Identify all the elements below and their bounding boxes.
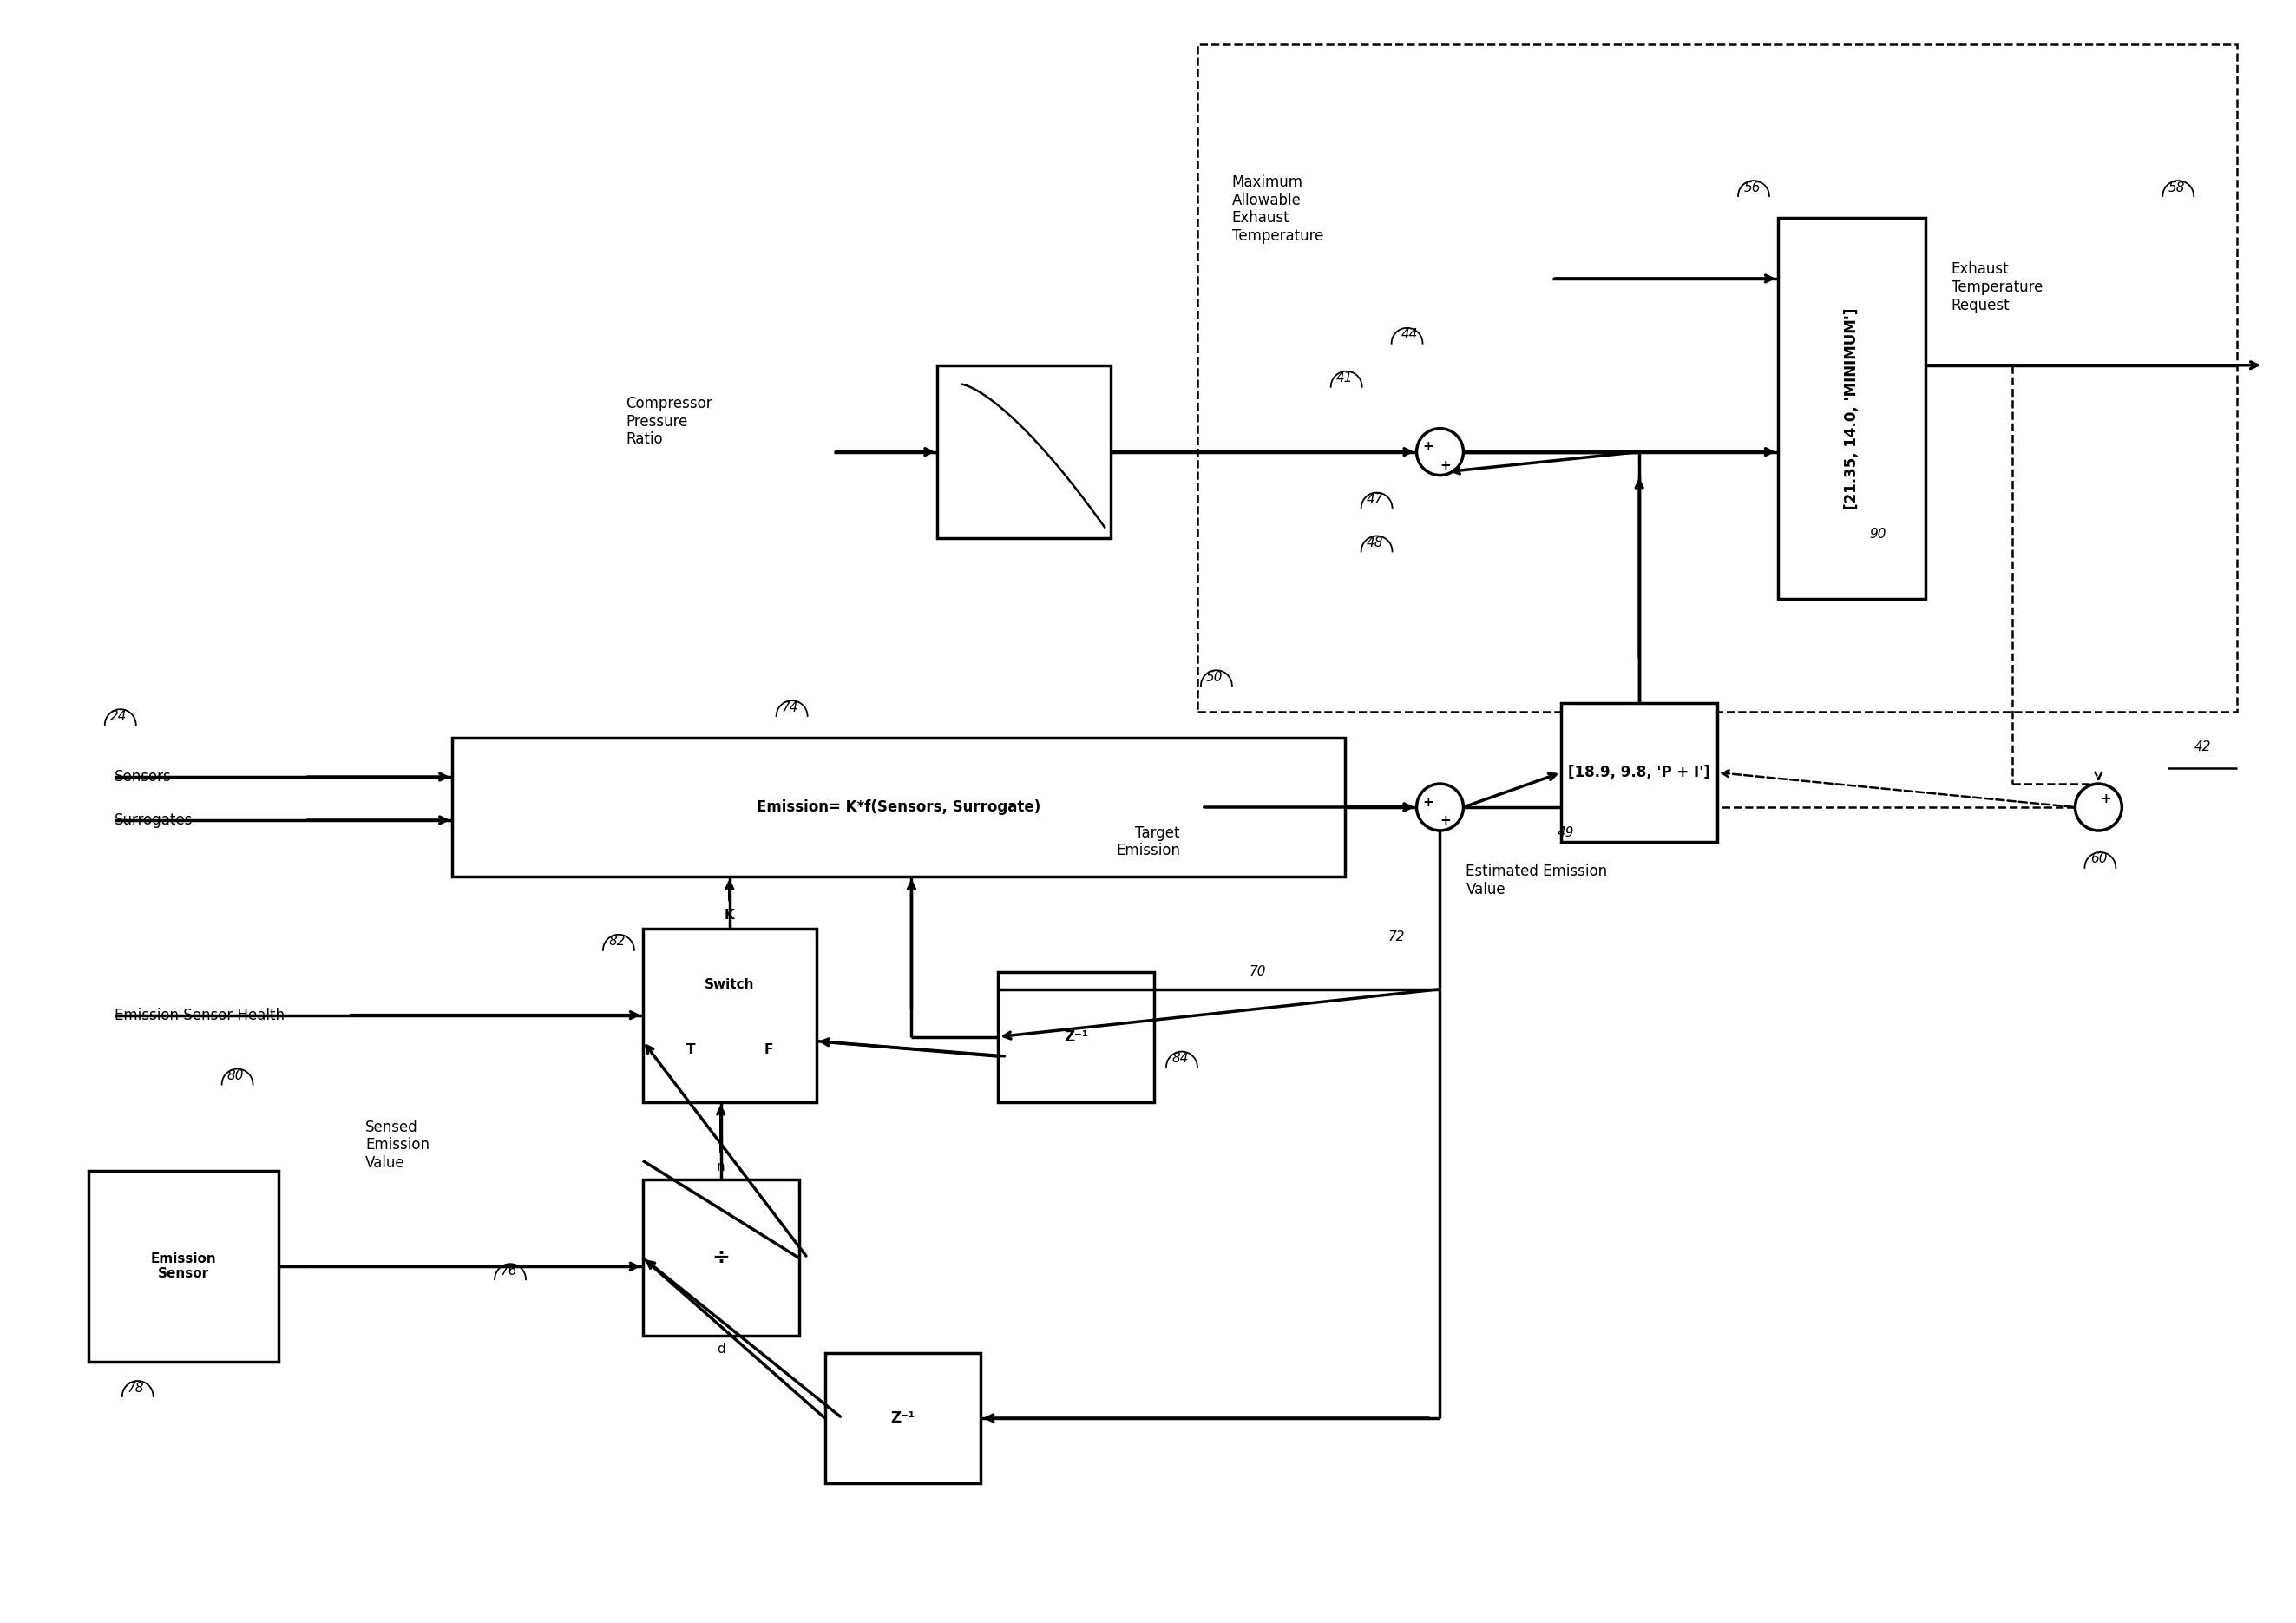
Text: d: d [716, 1342, 726, 1355]
Text: 60: 60 [2089, 852, 2108, 865]
Text: ÷: ÷ [712, 1248, 730, 1268]
Text: 78: 78 [129, 1381, 145, 1394]
Bar [999, 972, 1155, 1102]
Text: 50: 50 [1205, 670, 1224, 683]
Circle shape [1417, 784, 1463, 831]
Text: Emission
Sensor: Emission Sensor [152, 1253, 216, 1281]
Bar [452, 738, 1345, 876]
Text: Sensors: Sensors [115, 769, 172, 784]
Text: 74: 74 [781, 701, 799, 714]
Text: K: K [726, 909, 735, 922]
Circle shape [2076, 784, 2122, 831]
Text: [21.35, 14.0, 'MINIMUM']: [21.35, 14.0, 'MINIMUM'] [1844, 308, 1860, 510]
Text: Emission= K*f(Sensors, Surrogate): Emission= K*f(Sensors, Surrogate) [755, 800, 1040, 815]
Text: Compressor
Pressure
Ratio: Compressor Pressure Ratio [625, 396, 712, 448]
Bar [87, 1172, 280, 1362]
Text: Estimated Emission
Value: Estimated Emission Value [1465, 863, 1607, 898]
Text: 58: 58 [2167, 182, 2186, 195]
Text: Surrogates: Surrogates [115, 813, 193, 828]
Text: +: + [2101, 792, 2110, 805]
Text: 41: 41 [1336, 372, 1352, 385]
Text: 72: 72 [1389, 930, 1405, 943]
Bar [1199, 44, 2236, 712]
Text: Sensed
Emission
Value: Sensed Emission Value [365, 1120, 429, 1172]
Text: +: + [1440, 459, 1451, 472]
Text: Z⁻¹: Z⁻¹ [891, 1410, 916, 1427]
Text: 44: 44 [1401, 328, 1419, 341]
Text: Maximum
Allowable
Exhaust
Temperature: Maximum Allowable Exhaust Temperature [1233, 174, 1322, 243]
Text: 76: 76 [501, 1264, 517, 1277]
Bar [937, 365, 1111, 539]
Circle shape [1417, 428, 1463, 476]
Text: +: + [1421, 440, 1433, 453]
Text: [18.9, 9.8, 'P + I']: [18.9, 9.8, 'P + I'] [1568, 764, 1711, 781]
Text: +: + [1440, 815, 1451, 828]
Text: Z⁻¹: Z⁻¹ [1063, 1029, 1088, 1045]
Text: Switch: Switch [705, 979, 755, 992]
Text: 90: 90 [1869, 527, 1885, 540]
Text: Exhaust
Temperature
Request: Exhaust Temperature Request [1952, 261, 2043, 313]
Text: n: n [716, 1160, 726, 1173]
Text: Emission Sensor Health: Emission Sensor Health [115, 1008, 285, 1022]
Bar [1777, 217, 1924, 599]
Bar [643, 928, 815, 1102]
Bar [1561, 703, 1717, 842]
Text: 82: 82 [608, 935, 625, 948]
Text: F: F [765, 1044, 774, 1057]
Text: 80: 80 [227, 1070, 243, 1083]
Text: 48: 48 [1366, 536, 1384, 549]
Text: +: + [1421, 795, 1433, 808]
Text: 70: 70 [1249, 966, 1267, 979]
Text: 49: 49 [1557, 826, 1575, 839]
Text: Target
Emission: Target Emission [1116, 824, 1180, 859]
Text: 47: 47 [1366, 493, 1384, 506]
Text: 42: 42 [2195, 740, 2211, 753]
Bar [643, 1180, 799, 1336]
Text: 24: 24 [110, 709, 126, 722]
Text: 56: 56 [1743, 182, 1761, 195]
Bar [824, 1354, 980, 1483]
Text: 84: 84 [1171, 1052, 1189, 1065]
Text: T: T [687, 1044, 696, 1057]
